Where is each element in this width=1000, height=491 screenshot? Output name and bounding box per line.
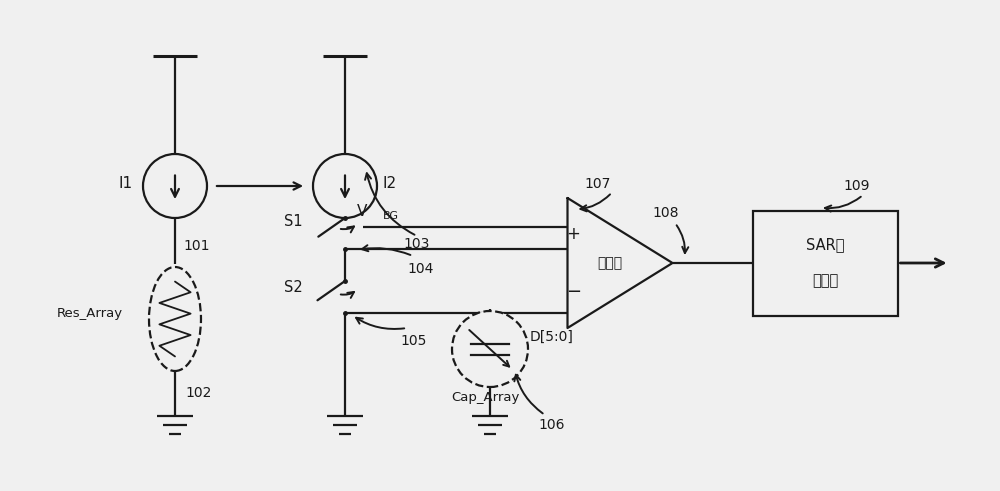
Text: S2: S2 — [284, 279, 303, 295]
Ellipse shape — [149, 267, 201, 371]
Text: 辑电路: 辑电路 — [812, 273, 838, 289]
Text: Res_Array: Res_Array — [57, 306, 123, 320]
Text: −: − — [566, 283, 581, 300]
Text: Cap_Array: Cap_Array — [451, 390, 519, 404]
Text: 102: 102 — [185, 386, 211, 400]
Text: I2: I2 — [382, 176, 396, 191]
Text: SAR逻: SAR逻 — [806, 238, 844, 252]
Circle shape — [452, 311, 528, 387]
Text: S1: S1 — [284, 214, 303, 229]
Text: D[5:0]: D[5:0] — [530, 330, 574, 344]
Text: 109: 109 — [844, 179, 870, 193]
Text: 101: 101 — [183, 239, 210, 253]
Text: 104: 104 — [407, 262, 433, 276]
Text: 105: 105 — [400, 334, 426, 348]
Text: 103: 103 — [403, 237, 429, 251]
Circle shape — [313, 154, 377, 218]
Circle shape — [143, 154, 207, 218]
Text: V: V — [357, 203, 367, 218]
Bar — [753, 211, 898, 316]
Text: BG: BG — [383, 211, 399, 221]
Text: I1: I1 — [119, 176, 133, 191]
Text: +: + — [567, 225, 580, 244]
Text: 比较器: 比较器 — [597, 256, 623, 270]
Text: 107: 107 — [585, 177, 611, 191]
Text: 106: 106 — [538, 418, 565, 432]
Text: 108: 108 — [653, 206, 679, 220]
